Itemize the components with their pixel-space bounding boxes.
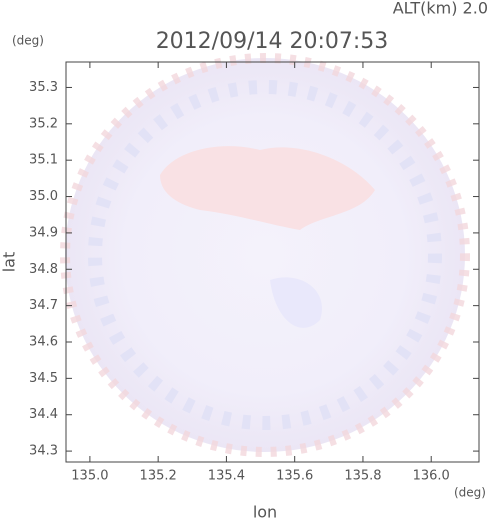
y-tick-label: 35.3 <box>29 80 58 95</box>
x-tick-label: 135.4 <box>208 469 245 484</box>
y-tick-label: 34.6 <box>29 335 58 350</box>
radar-texture <box>88 80 442 430</box>
x-tick-label: 135.8 <box>344 469 381 484</box>
y-tick-label: 34.3 <box>29 444 58 459</box>
echo-patch <box>270 277 322 328</box>
x-tick-label: 135.2 <box>140 469 177 484</box>
y-unit: (deg) <box>12 34 44 48</box>
y-tick-label: 34.5 <box>29 371 58 386</box>
x-tick-label: 135.6 <box>276 469 313 484</box>
x-unit: (deg) <box>454 486 486 500</box>
chart-title: 2012/09/14 20:07:53 <box>156 29 389 54</box>
x-tick-label: 135.0 <box>71 469 108 484</box>
x-axis-label: lon <box>253 503 277 522</box>
y-axis-label: lat <box>0 252 19 273</box>
echo-patch <box>160 146 375 230</box>
x-tick-label: 136.0 <box>413 469 450 484</box>
y-tick-label: 34.9 <box>29 225 58 240</box>
y-tick-label: 34.4 <box>29 407 58 422</box>
y-tick-label: 34.7 <box>29 298 58 313</box>
y-tick-label: 35.1 <box>29 153 58 168</box>
altitude-label: ALT(km) 2.0 <box>393 0 488 18</box>
plot-frame <box>65 61 480 463</box>
frame <box>65 61 480 463</box>
y-tick-label: 35.2 <box>29 116 58 131</box>
y-tick-label: 35.0 <box>29 189 58 204</box>
radar-disk <box>65 58 465 452</box>
y-tick-label: 34.8 <box>29 262 58 277</box>
radar-texture <box>60 53 470 457</box>
